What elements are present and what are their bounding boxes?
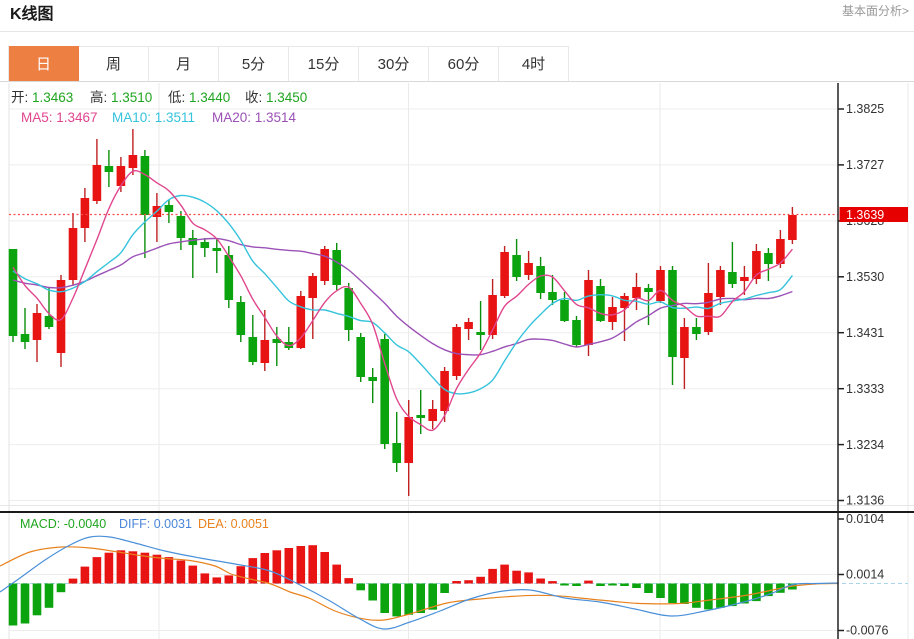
svg-text:1.3333: 1.3333 bbox=[846, 382, 884, 396]
svg-text:MA10: 1.3511: MA10: 1.3511 bbox=[112, 110, 195, 125]
svg-text:1.3530: 1.3530 bbox=[846, 270, 884, 284]
svg-text:MA20: 1.3514: MA20: 1.3514 bbox=[212, 110, 297, 125]
svg-text:MA5: 1.3467: MA5: 1.3467 bbox=[21, 110, 98, 125]
svg-text:开: 1.3463: 开: 1.3463 bbox=[11, 90, 73, 105]
svg-text:1.3639: 1.3639 bbox=[846, 208, 884, 222]
svg-text:高: 1.3510: 高: 1.3510 bbox=[90, 89, 152, 105]
svg-text:-0.0076: -0.0076 bbox=[846, 624, 888, 638]
svg-text:1.3727: 1.3727 bbox=[846, 158, 884, 172]
svg-text:DIFF: 0.0031: DIFF: 0.0031 bbox=[119, 517, 192, 531]
svg-text:低: 1.3440: 低: 1.3440 bbox=[168, 90, 230, 105]
svg-text:1.3136: 1.3136 bbox=[846, 494, 884, 508]
svg-text:DEA: 0.0051: DEA: 0.0051 bbox=[198, 517, 269, 531]
svg-text:MACD: -0.0040: MACD: -0.0040 bbox=[20, 517, 106, 531]
svg-text:0.0014: 0.0014 bbox=[846, 568, 884, 582]
svg-text:1.3431: 1.3431 bbox=[846, 326, 884, 340]
svg-text:0.0104: 0.0104 bbox=[846, 512, 884, 526]
svg-text:1.3234: 1.3234 bbox=[846, 438, 884, 452]
svg-text:收: 1.3450: 收: 1.3450 bbox=[245, 90, 307, 105]
svg-text:1.3825: 1.3825 bbox=[846, 102, 884, 116]
